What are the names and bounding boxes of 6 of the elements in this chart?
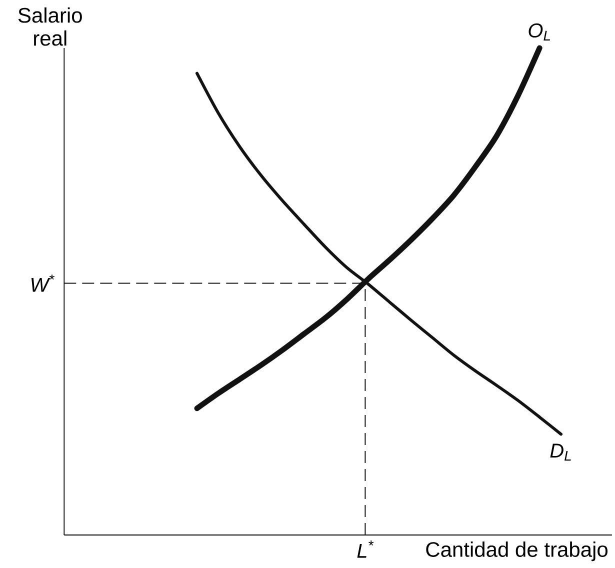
text: L$^{*}$ (357, 540, 374, 558)
series-label: O$_{L}$ (528, 23, 550, 40)
y-axis-title: Salario real (18, 7, 82, 46)
series-label: D$_{L}$ (550, 444, 571, 461)
ref-line-label: W$^{*}$ (32, 274, 54, 292)
x-axis-title: Cantidad de trabajo (426, 542, 608, 562)
